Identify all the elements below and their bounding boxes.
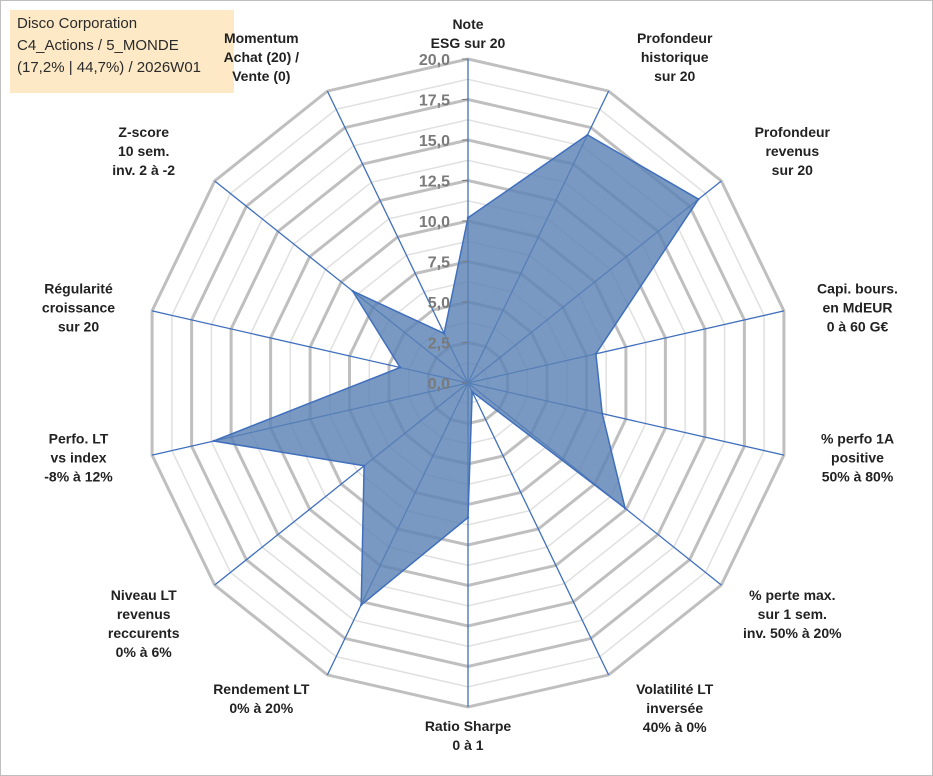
radar-data-point	[398, 366, 402, 369]
radar-data-point	[212, 439, 215, 443]
radar-data-point	[442, 332, 446, 335]
radar-axis-label: Momentum Achat (20) / Vente (0)	[224, 30, 300, 84]
radar-axis-label: Rendement LT 0% à 20%	[213, 681, 310, 716]
info-box: Disco Corporation C4_Actions / 5_MONDE (…	[10, 10, 234, 93]
radar-axis-label: Profondeur historique sur 20	[637, 30, 713, 84]
radar-axis-label-line: sur 20	[654, 68, 695, 84]
radar-axis-label: Ratio Sharpe 0 à 1	[425, 718, 512, 753]
radar-axis-label-line: -8% à 12%	[44, 469, 113, 485]
radar-axis-label-line: 0 à 1	[452, 737, 483, 753]
radar-tick-label: 5,0	[428, 295, 450, 312]
radar-axis-label-line: reccurents	[108, 625, 180, 641]
radar-series	[212, 133, 700, 607]
radar-axis-label-line: Profondeur	[755, 124, 831, 140]
radar-tick-label: 17,5	[419, 93, 450, 110]
radar-axis-label-line: ESG sur 20	[431, 35, 506, 51]
radar-tick-label: 7,5	[428, 255, 450, 272]
radar-axis-label-line: Rendement LT	[213, 681, 310, 697]
info-company: Disco Corporation	[17, 15, 138, 32]
radar-tick-label: 20,0	[419, 52, 450, 69]
radar-data-point	[360, 603, 363, 607]
radar-axis-label-line: Note	[452, 16, 483, 32]
radar-data-point	[601, 412, 604, 415]
radar-axis-label-line: inv. 50% à 20%	[743, 625, 842, 641]
radar-axis-label-line: Ratio Sharpe	[425, 718, 512, 734]
radar-tick-label: 15,0	[419, 133, 450, 150]
radar-data-point	[466, 216, 470, 219]
radar-axis-label-line: positive	[831, 450, 884, 466]
radar-axis-label-line: en MdEUR	[823, 299, 893, 315]
radar-axis-label-line: Momentum	[224, 30, 299, 46]
radar-axis-label-line: Volatilité LT	[636, 681, 714, 697]
radar-axis-label: Niveau LT revenus reccurents 0% à 6%	[108, 587, 180, 660]
radar-axis-label-line: % perfo 1A	[821, 431, 894, 447]
radar-axis-label-line: % perte max.	[749, 587, 835, 603]
radar-axis-label: Note ESG sur 20	[431, 16, 506, 51]
radar-data-point	[594, 352, 598, 355]
radar-axis-label: Z-score 10 sem. inv. 2 à -2	[112, 124, 175, 178]
radar-tick-label: 0,0	[428, 376, 450, 393]
radar-axis-label: Volatilité LT inversée 40% à 0%	[636, 681, 714, 735]
radar-axis-label-line: historique	[641, 49, 709, 65]
radar-axis-label-line: Régularité	[44, 280, 113, 296]
radar-axis-label-line: Z-score	[118, 124, 169, 140]
info-period: (17,2% | 44,7%) / 2026W01	[17, 59, 201, 76]
radar-axis-label: Profondeur revenus sur 20	[755, 124, 831, 178]
radar-tick-labels: 0,0 2,5 5,0 7,5 10,0 12,5 15,0 17,5 20,0	[419, 52, 468, 393]
radar-axis-label-line: 0% à 6%	[116, 644, 173, 660]
radar-tick-label: 10,0	[419, 214, 450, 231]
radar-data-point	[351, 289, 354, 293]
radar-axis-label: % perfo 1A positive 50% à 80%	[821, 431, 894, 485]
radar-axis-label-line: Vente (0)	[232, 68, 290, 84]
radar-axis-label-line: 10 sem.	[118, 143, 169, 159]
radar-axis-label-line: 50% à 80%	[822, 469, 894, 485]
radar-tick-label: 2,5	[428, 336, 450, 353]
radar-data-point	[623, 507, 627, 510]
radar-axis-label: Régularité croissance sur 20	[42, 280, 115, 334]
radar-axis-label-line: Niveau LT	[111, 587, 177, 603]
radar-axis-label-line: sur 1 sem.	[758, 606, 827, 622]
radar-data-point	[586, 133, 589, 137]
radar-axis-label-line: 40% à 0%	[643, 719, 707, 735]
radar-data-point	[697, 198, 700, 201]
radar-axis-label-line: 0% à 20%	[229, 700, 293, 716]
radar-axis-label: Capi. bours. en MdEUR 0 à 60 G€	[817, 280, 898, 334]
radar-axis-label-line: sur 20	[772, 162, 813, 178]
radar-axis-label-line: Profondeur	[637, 30, 713, 46]
radar-data-point	[362, 464, 366, 467]
radar-data-point	[466, 516, 470, 519]
radar-axis-label-line: revenus	[117, 606, 171, 622]
radar-axis-label-line: 0 à 60 G€	[827, 318, 889, 334]
radar-axis-label: % perte max. sur 1 sem. inv. 50% à 20%	[743, 587, 842, 641]
radar-tick-label: 12,5	[419, 174, 450, 191]
radar-axis-label: Perfo. LT vs index -8% à 12%	[44, 431, 113, 485]
radar-axis-label-line: sur 20	[58, 318, 99, 334]
radar-spoke	[467, 382, 610, 676]
radar-axis-label-line: croissance	[42, 299, 115, 315]
radar-axis-label-line: Achat (20) /	[224, 49, 300, 65]
radar-data-point	[471, 390, 474, 393]
radar-axis-label-line: vs index	[50, 450, 106, 466]
radar-axis-label-line: revenus	[765, 143, 819, 159]
radar-axis-label-line: inv. 2 à -2	[112, 162, 175, 178]
radar-axis-label-line: inversée	[646, 700, 703, 716]
radar-axis-label-line: Perfo. LT	[49, 431, 109, 447]
radar-axis-labels: Note ESG sur 20 Profondeur historique sur 20…	[42, 16, 898, 753]
radar-axis-label-line: Capi. bours.	[817, 280, 898, 296]
info-portfolio: C4_Actions / 5_MONDE	[17, 37, 179, 54]
